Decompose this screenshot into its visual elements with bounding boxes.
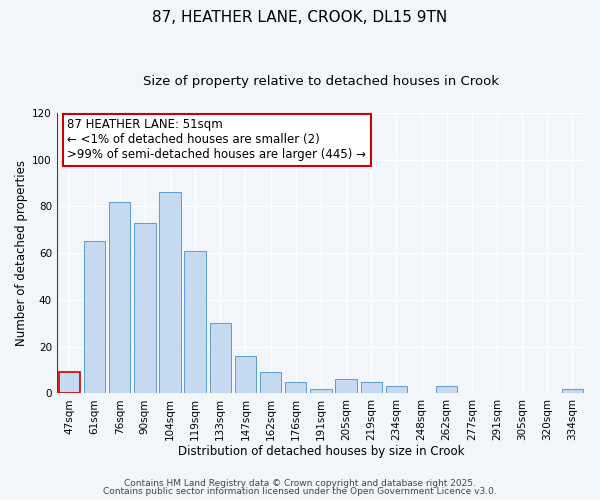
Bar: [335, 380, 357, 394]
Bar: [59, 372, 80, 394]
Bar: [209, 323, 231, 394]
Bar: [184, 250, 206, 394]
Bar: [436, 386, 457, 394]
Bar: [235, 356, 256, 394]
Bar: [109, 202, 130, 394]
Bar: [134, 222, 155, 394]
Bar: [84, 242, 105, 394]
Bar: [562, 388, 583, 394]
Bar: [285, 382, 307, 394]
X-axis label: Distribution of detached houses by size in Crook: Distribution of detached houses by size …: [178, 444, 464, 458]
Y-axis label: Number of detached properties: Number of detached properties: [15, 160, 28, 346]
Text: 87, HEATHER LANE, CROOK, DL15 9TN: 87, HEATHER LANE, CROOK, DL15 9TN: [152, 10, 448, 25]
Text: 87 HEATHER LANE: 51sqm
← <1% of detached houses are smaller (2)
>99% of semi-det: 87 HEATHER LANE: 51sqm ← <1% of detached…: [67, 118, 367, 162]
Bar: [310, 388, 332, 394]
Bar: [386, 386, 407, 394]
Bar: [260, 372, 281, 394]
Title: Size of property relative to detached houses in Crook: Size of property relative to detached ho…: [143, 75, 499, 88]
Bar: [159, 192, 181, 394]
Text: Contains HM Land Registry data © Crown copyright and database right 2025.: Contains HM Land Registry data © Crown c…: [124, 478, 476, 488]
Bar: [361, 382, 382, 394]
Text: Contains public sector information licensed under the Open Government Licence v3: Contains public sector information licen…: [103, 487, 497, 496]
